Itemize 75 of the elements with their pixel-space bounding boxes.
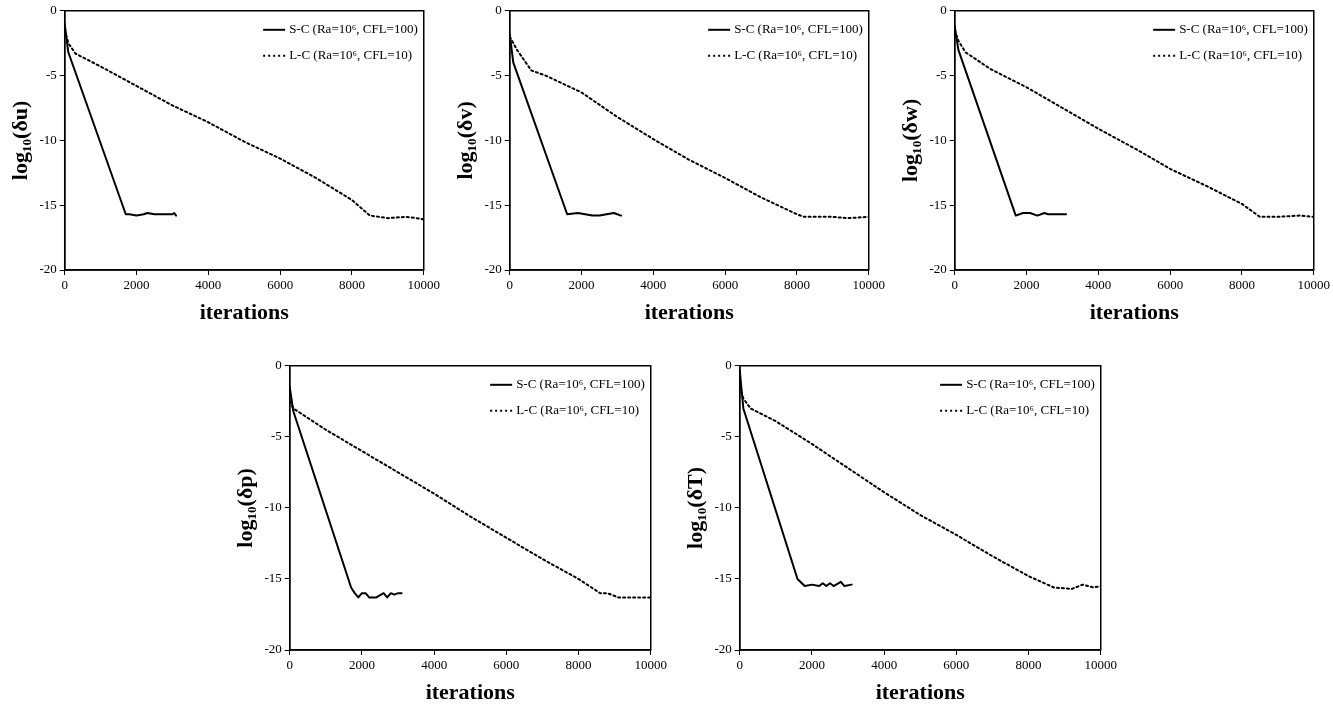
y-tick-label: -15 bbox=[39, 196, 57, 212]
x-tick-label: 0 bbox=[61, 277, 68, 293]
legend-label: S-C (Ra=10⁶, CFL=100) bbox=[1179, 21, 1308, 37]
x-tick-label: 10000 bbox=[1297, 277, 1330, 293]
y-tick-label: -15 bbox=[714, 570, 732, 586]
legend-label: S-C (Ra=10⁶, CFL=100) bbox=[966, 376, 1095, 392]
x-tick-label: 8000 bbox=[783, 277, 810, 293]
y-axis-title: log₁₀(δw) bbox=[896, 98, 922, 183]
legend-label: S-C (Ra=10⁶, CFL=100) bbox=[516, 376, 645, 392]
x-tick-label: 4000 bbox=[1085, 277, 1112, 293]
y-tick-label: -5 bbox=[935, 67, 947, 83]
x-tick-label: 4000 bbox=[640, 277, 667, 293]
y-axis-title: log₁₀(δv) bbox=[451, 101, 477, 180]
y-axis-title: log₁₀(δp) bbox=[231, 468, 257, 548]
x-tick-label: 0 bbox=[951, 277, 958, 293]
y-tick-label: -5 bbox=[45, 67, 57, 83]
y-axis-title: log₁₀(δu) bbox=[6, 100, 32, 181]
x-axis-title: iterations bbox=[875, 679, 966, 705]
x-tick-label: 4000 bbox=[195, 277, 222, 293]
y-tick-label: -20 bbox=[264, 641, 282, 657]
y-tick-label: -10 bbox=[929, 131, 947, 147]
legend-label: L-C (Ra=10⁶, CFL=10) bbox=[289, 47, 412, 63]
x-tick-label: 4000 bbox=[871, 657, 898, 673]
x-tick-label: 10000 bbox=[407, 277, 440, 293]
x-tick-label: 10000 bbox=[634, 657, 667, 673]
y-tick-label: -10 bbox=[714, 499, 732, 515]
x-axis-title: iterations bbox=[199, 299, 290, 325]
y-tick-label: 0 bbox=[275, 357, 282, 373]
x-tick-label: 10000 bbox=[852, 277, 885, 293]
x-tick-label: 8000 bbox=[1228, 277, 1255, 293]
x-tick-label: 2000 bbox=[568, 277, 595, 293]
x-tick-label: 4000 bbox=[421, 657, 448, 673]
x-tick-label: 6000 bbox=[943, 657, 970, 673]
y-tick-label: -5 bbox=[270, 428, 282, 444]
legend-label: L-C (Ra=10⁶, CFL=10) bbox=[966, 402, 1089, 418]
x-tick-label: 8000 bbox=[338, 277, 365, 293]
x-tick-label: 2000 bbox=[348, 657, 375, 673]
y-axis-title: log₁₀(δT) bbox=[681, 466, 707, 549]
y-tick-label: -5 bbox=[490, 67, 502, 83]
y-tick-label: -15 bbox=[929, 196, 947, 212]
x-tick-label: 6000 bbox=[493, 657, 520, 673]
y-tick-label: -20 bbox=[714, 641, 732, 657]
x-tick-label: 0 bbox=[286, 657, 293, 673]
y-tick-label: -10 bbox=[264, 499, 282, 515]
y-tick-label: -5 bbox=[720, 428, 732, 444]
x-tick-label: 6000 bbox=[267, 277, 294, 293]
legend-label: S-C (Ra=10⁶, CFL=100) bbox=[289, 21, 418, 37]
x-tick-label: 0 bbox=[736, 657, 743, 673]
x-tick-label: 2000 bbox=[123, 277, 150, 293]
y-tick-label: -15 bbox=[484, 196, 502, 212]
y-tick-label: -15 bbox=[264, 570, 282, 586]
x-tick-label: 8000 bbox=[565, 657, 592, 673]
y-tick-label: -10 bbox=[484, 131, 502, 147]
y-tick-label: -20 bbox=[39, 261, 57, 277]
x-tick-label: 0 bbox=[506, 277, 513, 293]
legend-label: L-C (Ra=10⁶, CFL=10) bbox=[516, 402, 639, 418]
legend-label: S-C (Ra=10⁶, CFL=100) bbox=[734, 21, 863, 37]
x-tick-label: 2000 bbox=[1013, 277, 1040, 293]
legend-label: L-C (Ra=10⁶, CFL=10) bbox=[1179, 47, 1302, 63]
x-tick-label: 8000 bbox=[1015, 657, 1042, 673]
x-tick-label: 10000 bbox=[1084, 657, 1117, 673]
x-axis-title: iterations bbox=[644, 299, 735, 325]
legend-label: L-C (Ra=10⁶, CFL=10) bbox=[734, 47, 857, 63]
y-tick-label: 0 bbox=[940, 2, 947, 18]
x-tick-label: 6000 bbox=[712, 277, 739, 293]
x-axis-title: iterations bbox=[425, 679, 516, 705]
y-tick-label: -20 bbox=[929, 261, 947, 277]
y-tick-label: -20 bbox=[484, 261, 502, 277]
y-tick-label: 0 bbox=[50, 2, 57, 18]
x-tick-label: 6000 bbox=[1157, 277, 1184, 293]
y-tick-label: -10 bbox=[39, 131, 57, 147]
x-tick-label: 2000 bbox=[798, 657, 825, 673]
x-axis-title: iterations bbox=[1089, 299, 1180, 325]
y-tick-label: 0 bbox=[725, 357, 732, 373]
y-tick-label: 0 bbox=[495, 2, 502, 18]
